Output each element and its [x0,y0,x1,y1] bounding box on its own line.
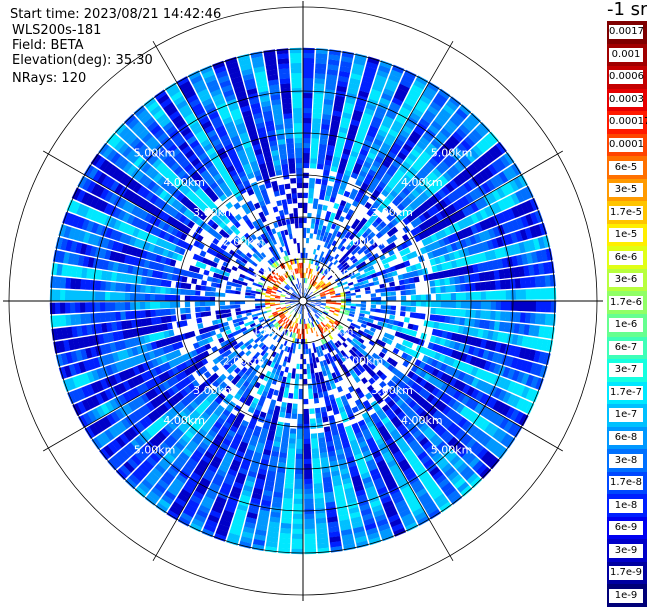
colorbar-tick-label: 3e-7 [609,363,643,378]
colorbar-tick-label: 0.0003 [609,92,644,107]
colorbar-tick-label: 1e-8 [609,498,643,513]
azimuth-spoke [302,300,454,561]
colorbar-tick-label: 1.7e-9 [609,566,643,581]
range-label: 4.00km [163,414,205,427]
ppi-scan-plot: 1.00km 1.00km 1.00km 1.00km 2.00km 2.00km 2.00… [2,0,604,602]
range-label: 3.00km [371,206,413,219]
start-time-label: Start time: 2023/08/21 14:42:46 [10,7,222,22]
azimuth-spoke [302,40,454,302]
colorbar-tick-label: 1.7e-8 [609,476,643,491]
colorbar-tick-label: 0.0017 [609,25,644,40]
colorbar-tick-label: 1.7e-7 [609,385,643,400]
range-label: 4.00km [401,176,443,189]
colorbar-tick-label: 1.7e-5 [609,205,643,220]
colorbar-tick-label: 3e-6 [609,273,643,288]
elevation-label: Elevation(deg): 35.30 [12,53,153,68]
range-label: 5.00km [431,444,473,457]
range-label: 2.00km [342,236,384,249]
colorbar-unit: -1 sr [607,0,647,20]
azimuth-spoke [152,300,304,561]
colorbar-tick-label: 1.7e-6 [609,295,643,310]
colorbar-tick-label: 6e-9 [609,521,643,536]
azimuth-spoke [152,40,304,302]
range-label: 5.00km [134,444,176,457]
colorbar-tick-label: 3e-5 [609,183,643,198]
range-label: 3.00km [193,206,235,219]
range-label: 4.00km [401,414,443,427]
colorbar-tick-label: 6e-5 [609,160,643,175]
range-label: 2.00km [223,236,265,249]
colorbar-tick-label: 6e-7 [609,340,643,355]
colorbar-tick-label: 0.00017 [609,115,647,130]
instrument-label: WLS200s-181 [12,23,102,38]
range-label: 1.00km [253,325,295,338]
azimuth-spoke [302,300,563,452]
colorbar-tick-label: 1e-6 [609,318,643,333]
azimuth-spoke [302,150,563,302]
range-label: 2.00km [342,354,384,367]
radar-rays [2,0,604,602]
colorbar-tick-label: 6e-6 [609,250,643,265]
range-label: 5.00km [431,147,473,160]
colorbar-tick-label: 0.001 [609,47,643,62]
range-label: 3.00km [193,384,235,397]
field-label: Field: BETA [12,38,84,53]
colorbar-tick-label: 3e-8 [609,453,643,468]
colorbar-tick-label: 1e-7 [609,408,643,423]
range-label: 3.00km [371,384,413,397]
range-label: 1.00km [312,265,354,278]
range-label: 5.00km [134,147,176,160]
colorbar-tick-label: 0.0006 [609,70,644,85]
range-label: 2.00km [223,354,265,367]
colorbar-tick-label: 3e-9 [609,543,643,558]
radar-center-marker [298,296,308,306]
range-labels: 1.00km 1.00km 1.00km 1.00km 2.00km 2.00km 2.00… [134,147,473,457]
range-label: 4.00km [163,176,205,189]
nrays-label: NRays: 120 [12,71,87,86]
colorbar-tick-label: 6e-8 [609,430,643,445]
range-label: 1.00km [312,325,354,338]
azimuth-spoke [42,300,304,452]
colorbar-tick-label: 1e-9 [609,588,643,603]
colorbar: 0.0017 0.001 0.0006 0.0003 0.00017 0.0001 6e-5… [607,21,647,607]
range-label: 1.00km [253,265,295,278]
colorbar-tick-label: 1e-5 [609,228,643,243]
colorbar-tick-label: 0.0001 [609,137,644,152]
azimuth-spoke [42,150,304,302]
